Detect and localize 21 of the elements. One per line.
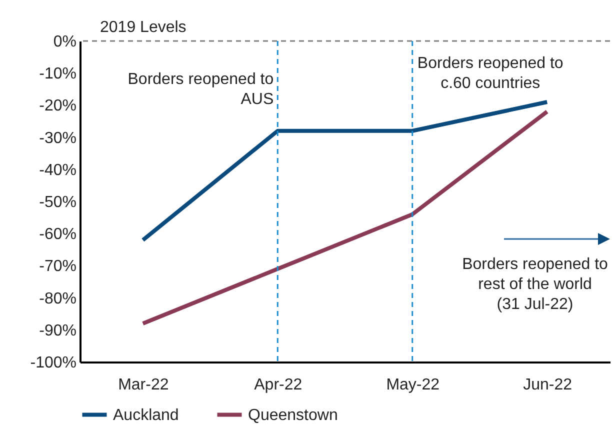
x-tick-label: Mar-22 xyxy=(118,376,169,394)
x-tick-label: Apr-22 xyxy=(254,376,302,394)
x-tick-label: Jun-22 xyxy=(523,376,572,394)
legend-label: Auckland xyxy=(113,406,179,424)
y-tick-label: -80% xyxy=(39,290,76,308)
legend-label: Queenstown xyxy=(248,406,338,424)
y-tick-label: -30% xyxy=(39,130,76,147)
y-tick-label: -70% xyxy=(39,258,76,276)
ref-line-label: Borders reopened to AUS xyxy=(128,71,274,108)
ref-line-label: Borders reopened to c.60 countries xyxy=(417,55,564,92)
y-tick-label: -10% xyxy=(39,66,76,83)
y-tick-label: -100% xyxy=(30,354,76,372)
x-tick-label: May-22 xyxy=(386,376,440,394)
y-tick-label: 0% xyxy=(53,34,76,50)
y-tick-label: -50% xyxy=(39,194,76,211)
y-tick-label: -90% xyxy=(39,322,76,340)
annotation: Borders reopened to rest of the world (31 Jul-22) xyxy=(462,256,608,313)
y-tick-label: -20% xyxy=(39,98,76,115)
y-tick-label: -60% xyxy=(39,226,76,244)
ref-line-label: 2019 Levels xyxy=(100,19,186,36)
y-tick-label: -40% xyxy=(39,162,76,179)
